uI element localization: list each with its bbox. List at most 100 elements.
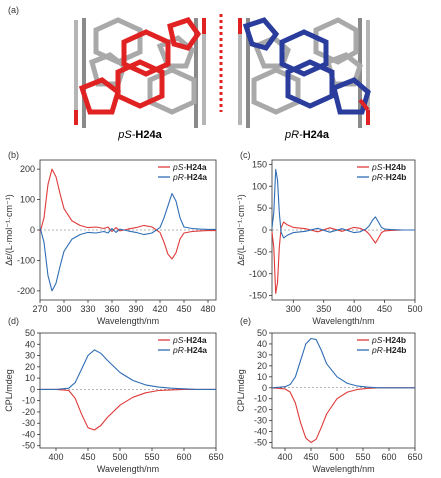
y-tick-label: -20 [22, 407, 35, 417]
y-axis-label: CPL/mdeg [4, 369, 14, 412]
x-tick-label: 400 [347, 304, 362, 314]
x-tick-label: 400 [277, 452, 292, 462]
panel-e-cpl-h24b: (e) 400 450 500 550 600 650 -50-40-30-20-100102… [236, 316, 423, 474]
x-tick-label: 450 [176, 304, 191, 314]
series-line-pS-H24a [40, 388, 216, 431]
x-tick-label: 650 [208, 452, 223, 462]
y-tick-label: 30 [25, 351, 35, 361]
x-axis-label: Wavelength/nm [97, 464, 159, 474]
y-tick-label: 50 [257, 328, 267, 338]
panel-d-cpl-h24a: (d) 400 450 500 550 600 650 -50 -40-30-20-10 0102… [4, 316, 224, 474]
x-tick-label: 390 [128, 304, 143, 314]
y-tick-label: 40 [25, 339, 35, 349]
panel-a-label: (a) [8, 5, 19, 15]
x-axis-label: Wavelength/nm [312, 464, 374, 474]
x-tick-label: 550 [355, 452, 370, 462]
caption-pr-h24a: pR-H24a [284, 129, 330, 141]
legend-entry: pR-H24b [371, 345, 407, 355]
caption-ps-prefix: pS- [117, 129, 135, 141]
x-axis-label: Wavelength/nm [97, 316, 159, 326]
y-tick-label: 200 [20, 164, 35, 174]
legend-entry: pS-H24a [172, 335, 207, 345]
y-tick-label: 30 [257, 350, 267, 360]
y-tick-label: -40 [254, 427, 267, 437]
y-axis-label: CPL/mdeg [236, 369, 246, 412]
series-line-pR-H24b [271, 169, 415, 239]
x-tick-label: 600 [176, 452, 191, 462]
y-tick-label: 100 [20, 195, 35, 205]
panel-a: (a) [8, 5, 371, 141]
y-tick-label: 10 [257, 372, 267, 382]
x-tick-label: 450 [303, 452, 318, 462]
y-tick-label: -150 [249, 291, 267, 301]
legend-entry: pR-H24a [172, 172, 207, 182]
x-tick-label: 450 [377, 304, 392, 314]
y-tick-label: -20 [254, 405, 267, 415]
legend-entry: pS-H24b [371, 162, 406, 172]
y-tick-label: 0 [30, 225, 35, 235]
y-tick-label: 0 [262, 225, 267, 235]
y-tick-label: 40 [257, 339, 267, 349]
y-tick-label: -40 [22, 429, 35, 439]
y-tick-label: 0 [30, 384, 35, 394]
panel-label: (b) [8, 150, 19, 160]
series-line-pS-H24a [39, 168, 216, 260]
y-tick-label: 0 [262, 383, 267, 393]
y-tick-label: 150 [252, 159, 267, 169]
y-tick-label: -10 [22, 396, 35, 406]
y-tick-label: -30 [254, 416, 267, 426]
x-tick-label: 550 [144, 452, 159, 462]
panel-label: (d) [8, 316, 19, 326]
y-tick-label: -100 [17, 255, 35, 265]
x-tick-label: 500 [112, 452, 127, 462]
y-tick-label: -50 [254, 247, 267, 257]
legend-entry: pS-H24a [172, 162, 207, 172]
x-tick-label: 480 [200, 304, 215, 314]
x-tick-label: 600 [381, 452, 396, 462]
y-tick-label: 10 [25, 373, 35, 383]
plot-frame [39, 332, 217, 449]
series-line-pR-H24b [271, 337, 415, 389]
series-line-pS-H24b [271, 387, 415, 444]
plot-frame [271, 332, 416, 449]
x-tick-label: 500 [407, 304, 422, 314]
x-tick-label: 360 [104, 304, 119, 314]
x-tick-label: 350 [316, 304, 331, 314]
y-tick-label: -100 [249, 269, 267, 279]
panel-b-cd-h24a: (b) 270 300 330 360 390 420 450 480 -200 -100 0 100 2… [4, 150, 217, 326]
y-tick-label: -50 [22, 441, 35, 451]
y-tick-label: 50 [257, 203, 267, 213]
x-axis-label: Wavelength/nm [312, 316, 374, 326]
molecule-ps-h24a [74, 17, 206, 128]
panel-c-cd-h24b: (c) 300 350 400 450 500 -150 -100 -50 0 50 100 150 Wa… [236, 150, 423, 326]
series-line-pR-H24a [40, 349, 216, 390]
series-line-pS-H24b [271, 221, 415, 294]
x-tick-label: 500 [329, 452, 344, 462]
y-tick-label: -50 [254, 438, 267, 448]
y-axis-label: Δε/(L·mol⁻¹·cm⁻¹) [4, 194, 14, 266]
caption-pr-bold: H24a [303, 129, 330, 141]
panel-label: (e) [240, 316, 251, 326]
y-tick-label: -30 [22, 418, 35, 428]
legend-entry: pR-H24a [172, 345, 207, 355]
y-tick-label: 20 [25, 362, 35, 372]
panel-label: (c) [240, 150, 251, 160]
y-tick-label: -200 [17, 286, 35, 296]
x-tick-label: 300 [56, 304, 71, 314]
caption-ps-h24a: pS-H24a [117, 129, 162, 141]
x-tick-label: 270 [32, 304, 47, 314]
y-tick-label: 20 [257, 361, 267, 371]
x-tick-label: 400 [48, 452, 63, 462]
legend-entry: pR-H24b [371, 172, 407, 182]
caption-pr-prefix: pR- [284, 129, 303, 141]
y-tick-label: 100 [252, 181, 267, 191]
y-axis-label: Δε/(L·mol⁻¹·cm⁻¹) [236, 194, 246, 266]
x-tick-label: 450 [80, 452, 95, 462]
x-tick-label: 300 [286, 304, 301, 314]
x-tick-label: 650 [407, 452, 422, 462]
x-tick-label: 420 [152, 304, 167, 314]
y-tick-label: 50 [25, 328, 35, 338]
molecule-pr-h24a [238, 17, 371, 128]
y-tick-label: -10 [254, 394, 267, 404]
